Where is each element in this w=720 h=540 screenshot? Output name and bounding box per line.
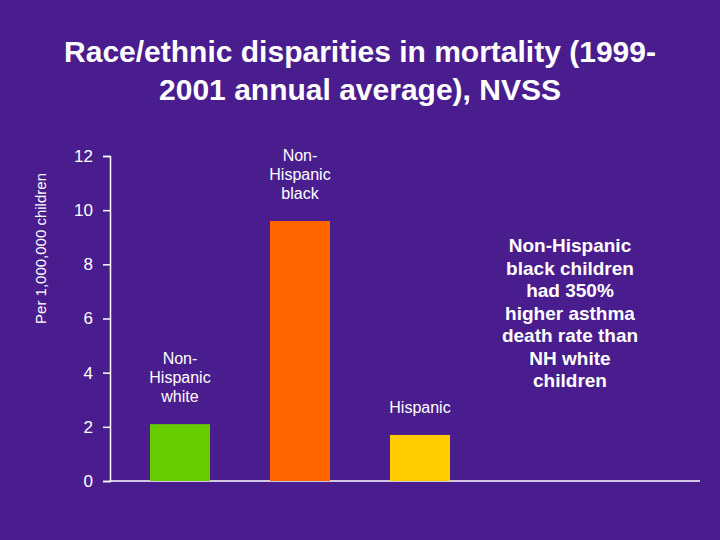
chart: Race/ethnic disparities in mortality (19…: [0, 0, 720, 540]
y-tick-mark: [103, 427, 110, 429]
y-tick: 10: [74, 201, 110, 220]
y-axis-line: [103, 157, 111, 482]
bar: [390, 435, 450, 481]
background: [0, 0, 720, 540]
y-tick-label: 12: [74, 147, 93, 166]
y-tick-mark: [103, 210, 110, 212]
y-tick-mark: [103, 156, 110, 158]
y-tick-label: 2: [84, 418, 93, 437]
y-tick-label: 4: [84, 364, 93, 383]
category-label: Hispanic: [389, 399, 450, 416]
y-tick: 2: [84, 418, 110, 437]
category-label: Non-Hispanicblack: [269, 147, 330, 202]
title: Race/ethnic disparities in mortality (19…: [64, 35, 656, 106]
bar: [270, 221, 330, 481]
y-tick: 0: [84, 472, 110, 491]
y-axis-label: Per 1,000,000 children: [32, 173, 49, 324]
y-tick: 4: [84, 364, 110, 383]
annotation: Non-Hispanicblack childrenhad 350%higher…: [502, 235, 638, 391]
category-label: Non-Hispanicwhite: [149, 350, 210, 405]
y-tick-mark: [103, 372, 110, 374]
y-tick-mark: [103, 264, 110, 266]
y-axis: 0 2 4 6 8 10 12: [74, 147, 110, 491]
y-tick-label: 0: [84, 472, 93, 491]
y-tick: 8: [84, 255, 110, 274]
y-tick-label: 8: [84, 255, 93, 274]
y-tick-mark: [103, 481, 110, 483]
bar: [150, 424, 210, 481]
y-tick-label: 10: [74, 201, 93, 220]
y-tick: 12: [74, 147, 110, 166]
y-tick-mark: [103, 318, 110, 320]
y-tick-label: 6: [84, 309, 93, 328]
y-tick: 6: [84, 309, 110, 328]
bars: [150, 221, 450, 481]
